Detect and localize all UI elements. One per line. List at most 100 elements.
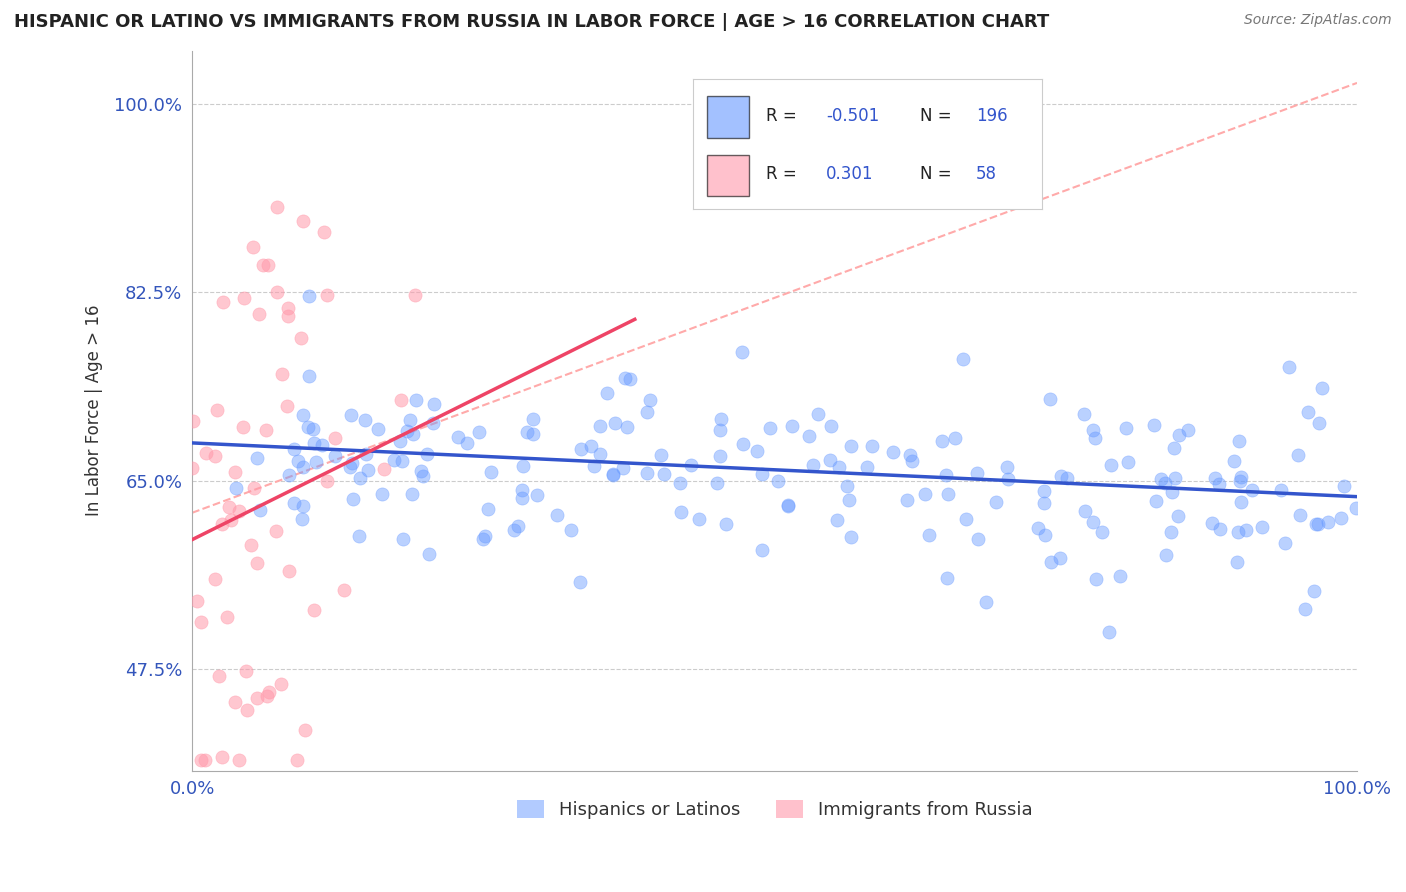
Point: [1286, 448, 1309, 462]
Point: [1333, 479, 1355, 493]
Point: [1303, 583, 1326, 598]
Point: [1085, 572, 1108, 586]
Point: [399, 413, 422, 427]
Point: [266, 200, 288, 214]
Point: [391, 453, 413, 467]
Point: [1229, 474, 1251, 488]
Point: [1296, 404, 1319, 418]
Point: [472, 532, 495, 546]
Point: [1091, 525, 1114, 540]
Point: [418, 547, 440, 561]
Point: [801, 458, 824, 472]
Point: [1277, 360, 1299, 375]
Point: [825, 513, 848, 527]
Point: [835, 479, 858, 493]
Point: [714, 517, 737, 532]
Point: [613, 370, 636, 384]
Point: [285, 753, 308, 767]
Point: [287, 453, 309, 467]
Point: [249, 503, 271, 517]
Point: [1168, 428, 1191, 442]
Point: [340, 456, 363, 470]
Point: [839, 439, 862, 453]
Point: [264, 524, 287, 539]
Point: [405, 392, 427, 407]
Point: [943, 431, 966, 445]
Point: [190, 753, 212, 767]
Point: [254, 423, 277, 437]
Point: [589, 446, 612, 460]
Point: [311, 438, 333, 452]
Point: [389, 392, 412, 407]
Point: [839, 530, 862, 544]
Point: [1209, 522, 1232, 536]
Point: [1177, 423, 1199, 437]
Point: [1164, 470, 1187, 484]
Point: [1204, 470, 1226, 484]
Point: [1270, 483, 1292, 497]
Point: [856, 460, 879, 475]
Point: [340, 409, 363, 423]
Point: [709, 449, 731, 463]
Point: [1316, 515, 1339, 529]
Point: [283, 496, 305, 510]
Point: [1097, 624, 1119, 639]
Point: [780, 419, 803, 434]
Point: [1226, 524, 1249, 539]
Point: [931, 434, 953, 449]
Point: [1033, 496, 1056, 510]
Point: [416, 447, 439, 461]
Point: [1050, 468, 1073, 483]
Point: [1308, 416, 1330, 430]
Point: [1163, 442, 1185, 456]
Point: [1310, 381, 1333, 395]
Point: [333, 582, 356, 597]
Point: [731, 437, 754, 451]
Point: [242, 481, 264, 495]
Point: [1223, 454, 1246, 468]
Point: [291, 512, 314, 526]
Point: [208, 669, 231, 683]
Point: [204, 449, 226, 463]
Point: [1308, 517, 1330, 532]
Point: [671, 505, 693, 519]
Point: [298, 288, 321, 302]
Point: [304, 603, 326, 617]
Point: [936, 571, 959, 585]
Point: [778, 499, 800, 513]
Point: [896, 493, 918, 508]
Point: [302, 436, 325, 450]
Point: [232, 291, 254, 305]
Point: [766, 474, 789, 488]
Point: [820, 419, 842, 434]
Point: [297, 368, 319, 383]
Point: [1234, 523, 1257, 537]
Point: [1150, 472, 1173, 486]
Point: [1201, 516, 1223, 530]
Point: [392, 532, 415, 546]
Point: [522, 412, 544, 426]
Point: [246, 691, 269, 706]
Point: [1081, 516, 1104, 530]
Point: [731, 345, 754, 359]
Point: [412, 468, 434, 483]
Point: [522, 427, 544, 442]
Point: [569, 574, 592, 589]
Legend: Hispanics or Latinos, Immigrants from Russia: Hispanics or Latinos, Immigrants from Ru…: [510, 793, 1039, 827]
Point: [751, 467, 773, 481]
Point: [301, 422, 323, 436]
Point: [479, 465, 502, 479]
Point: [636, 467, 658, 481]
Point: [409, 464, 432, 478]
Point: [1108, 568, 1130, 582]
Point: [995, 460, 1018, 475]
Point: [1116, 455, 1139, 469]
Point: [1032, 484, 1054, 499]
Point: [936, 486, 959, 500]
Point: [236, 703, 259, 717]
Point: [526, 488, 548, 502]
Point: [190, 615, 212, 630]
Point: [759, 421, 782, 435]
Point: [357, 463, 380, 477]
Point: [612, 460, 634, 475]
